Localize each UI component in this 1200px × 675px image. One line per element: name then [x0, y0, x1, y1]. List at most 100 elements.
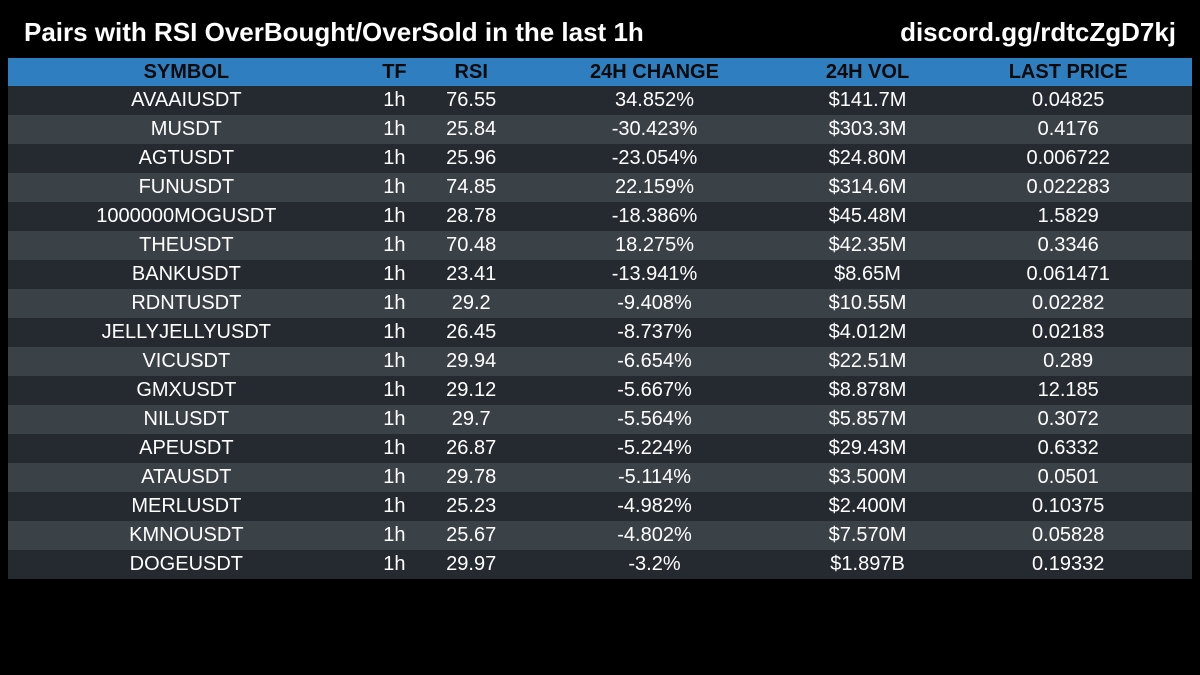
volume-cell: $3.500M [828, 466, 907, 488]
symbol-cell: KMNOUSDT [129, 524, 244, 546]
table-row: JELLYJELLYUSDT 1h 26.45 -8.737% $4.012M 0.021… [8, 318, 1192, 347]
page-title: Pairs with RSI OverBought/OverSold in th… [24, 17, 644, 47]
symbol-cell: APEUSDT [139, 437, 234, 459]
rsi-cell: 76.55 [446, 89, 497, 111]
price-cell: 1.5829 [1037, 205, 1099, 227]
price-cell: 0.19332 [1032, 553, 1105, 575]
symbol-cell: AGTUSDT [138, 147, 235, 169]
table-row: KMNOUSDT 1h 25.67 -4.802% $7.570M 0.05828 [8, 521, 1192, 550]
change-cell: 22.159% [615, 176, 694, 198]
timeframe-cell: 1h [383, 234, 406, 256]
price-cell: 0.10375 [1032, 495, 1105, 517]
symbol-cell: ATAUSDT [141, 466, 232, 488]
symbol-cell: RDNTUSDT [131, 292, 242, 314]
rsi-cell: 29.97 [446, 553, 497, 575]
table-row: 1000000MOGUSDT 1h 28.78 -18.386% $45.48M 1.58… [8, 202, 1192, 231]
volume-cell: $10.55M [828, 292, 907, 314]
timeframe-cell: 1h [383, 379, 406, 401]
price-cell: 0.6332 [1037, 437, 1099, 459]
price-cell: 0.061471 [1026, 263, 1110, 285]
symbol-cell: JELLYJELLYUSDT [101, 321, 271, 343]
symbol-cell: THEUSDT [139, 234, 234, 256]
volume-cell: $29.43M [828, 437, 907, 459]
rsi-cell: 25.96 [446, 147, 497, 169]
table-body: AVAAIUSDT 1h 76.55 34.852% $141.7M 0.04825 MUS… [8, 86, 1192, 579]
volume-cell: $1.897B [830, 553, 905, 575]
change-cell: -4.982% [617, 495, 692, 517]
timeframe-cell: 1h [383, 321, 406, 343]
price-cell: 0.3072 [1037, 408, 1099, 430]
change-cell: -18.386% [611, 205, 698, 227]
price-cell: 12.185 [1037, 379, 1099, 401]
rsi-cell: 29.78 [446, 466, 497, 488]
timeframe-cell: 1h [383, 495, 406, 517]
column-header-tf: TF [382, 60, 407, 83]
change-cell: -5.224% [617, 437, 692, 459]
timeframe-cell: 1h [383, 553, 406, 575]
volume-cell: $8.65M [834, 263, 901, 285]
change-cell: -5.114% [617, 466, 691, 488]
change-cell: -8.737% [617, 321, 692, 343]
rsi-cell: 25.84 [446, 118, 497, 140]
table-row: APEUSDT 1h 26.87 -5.224% $29.43M 0.6332 [8, 434, 1192, 463]
price-cell: 0.02183 [1032, 321, 1105, 343]
table-row: THEUSDT 1h 70.48 18.275% $42.35M 0.3346 [8, 231, 1192, 260]
symbol-cell: MUSDT [150, 118, 222, 140]
volume-cell: $303.3M [828, 118, 907, 140]
column-header-24h-vol: 24H VOL [825, 60, 910, 83]
price-cell: 0.02282 [1032, 292, 1105, 314]
table-row: AGTUSDT 1h 25.96 -23.054% $24.80M 0.006722 [8, 144, 1192, 173]
change-cell: -5.667% [617, 379, 692, 401]
timeframe-cell: 1h [383, 437, 406, 459]
timeframe-cell: 1h [383, 118, 406, 140]
symbol-cell: DOGEUSDT [129, 553, 244, 575]
discord-link[interactable]: discord.gg/rdtcZgD7kj [900, 17, 1176, 47]
timeframe-cell: 1h [383, 292, 406, 314]
timeframe-cell: 1h [383, 205, 406, 227]
timeframe-cell: 1h [383, 350, 406, 372]
symbol-cell: 1000000MOGUSDT [96, 205, 277, 227]
timeframe-cell: 1h [383, 176, 406, 198]
column-header-last-price: LAST PRICE [1008, 60, 1128, 83]
change-cell: 18.275% [615, 234, 694, 256]
price-cell: 0.4176 [1037, 118, 1099, 140]
rsi-cell: 29.94 [446, 350, 497, 372]
price-cell: 0.0501 [1037, 466, 1099, 488]
table-row: NILUSDT 1h 29.7 -5.564% $5.857M 0.3072 [8, 405, 1192, 434]
price-cell: 0.022283 [1026, 176, 1110, 198]
table-row: AVAAIUSDT 1h 76.55 34.852% $141.7M 0.04825 [8, 86, 1192, 115]
rsi-cell: 29.2 [451, 292, 491, 314]
volume-cell: $45.48M [828, 205, 907, 227]
volume-cell: $24.80M [828, 147, 907, 169]
change-cell: -30.423% [611, 118, 698, 140]
symbol-cell: VICUSDT [142, 350, 231, 372]
rsi-cell: 26.45 [446, 321, 497, 343]
symbol-cell: NILUSDT [143, 408, 230, 430]
table-row: VICUSDT 1h 29.94 -6.654% $22.51M 0.289 [8, 347, 1192, 376]
table-row: DOGEUSDT 1h 29.97 -3.2% $1.897B 0.19332 [8, 550, 1192, 579]
change-cell: -23.054% [611, 147, 698, 169]
rsi-cell: 23.41 [446, 263, 497, 285]
symbol-cell: AVAAIUSDT [131, 89, 242, 111]
rsi-cell: 29.7 [451, 408, 491, 430]
change-cell: -13.941% [611, 263, 698, 285]
price-cell: 0.05828 [1032, 524, 1105, 546]
rsi-cell: 70.48 [446, 234, 497, 256]
rsi-cell: 25.67 [446, 524, 497, 546]
timeframe-cell: 1h [383, 147, 406, 169]
rsi-cell: 28.78 [446, 205, 497, 227]
table-header-row: SYMBOL TF RSI 24H CHANGE 24H VOL LAST PR… [8, 58, 1192, 86]
table-row: GMXUSDT 1h 29.12 -5.667% $8.878M 12.185 [8, 376, 1192, 405]
symbol-cell: BANKUSDT [131, 263, 241, 285]
price-cell: 0.3346 [1037, 234, 1099, 256]
banner-header: Pairs with RSI OverBought/OverSold in th… [0, 0, 1200, 60]
table-row: MUSDT 1h 25.84 -30.423% $303.3M 0.4176 [8, 115, 1192, 144]
change-cell: -5.564% [617, 408, 692, 430]
timeframe-cell: 1h [383, 524, 406, 546]
table-row: RDNTUSDT 1h 29.2 -9.408% $10.55M 0.02282 [8, 289, 1192, 318]
change-cell: -3.2% [628, 553, 681, 575]
rsi-pairs-table: SYMBOL TF RSI 24H CHANGE 24H VOL LAST PR… [8, 58, 1192, 579]
table-row: FUNUSDT 1h 74.85 22.159% $314.6M 0.022283 [8, 173, 1192, 202]
column-header-rsi: RSI [454, 60, 488, 83]
volume-cell: $22.51M [828, 350, 907, 372]
